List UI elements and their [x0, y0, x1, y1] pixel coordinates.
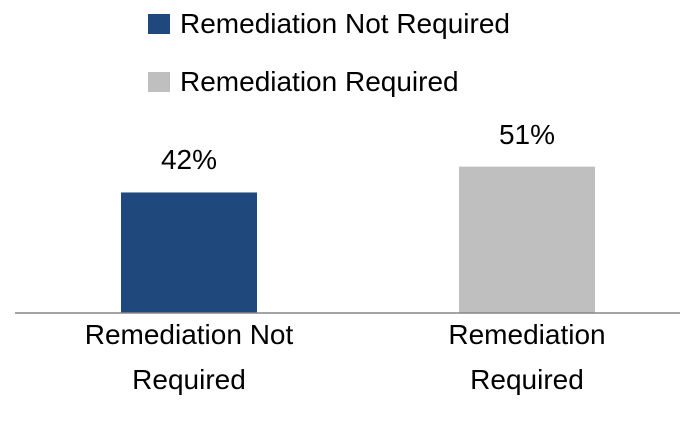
- x-tick-label: Remediation Required: [448, 319, 606, 395]
- legend-item: Remediation Not Required: [148, 9, 510, 39]
- legend-item: Remediation Required: [148, 67, 459, 97]
- legend-swatch: [148, 72, 170, 92]
- data-label: 42%: [160, 144, 218, 176]
- legend-swatch: [148, 14, 170, 34]
- x-tick-label: Remediation Not Required: [84, 319, 294, 395]
- legend-label: Remediation Not Required: [180, 8, 510, 39]
- data-label: 51%: [498, 118, 556, 150]
- bar: [459, 166, 595, 313]
- legend-label: Remediation Required: [180, 66, 459, 97]
- bar: [121, 192, 257, 313]
